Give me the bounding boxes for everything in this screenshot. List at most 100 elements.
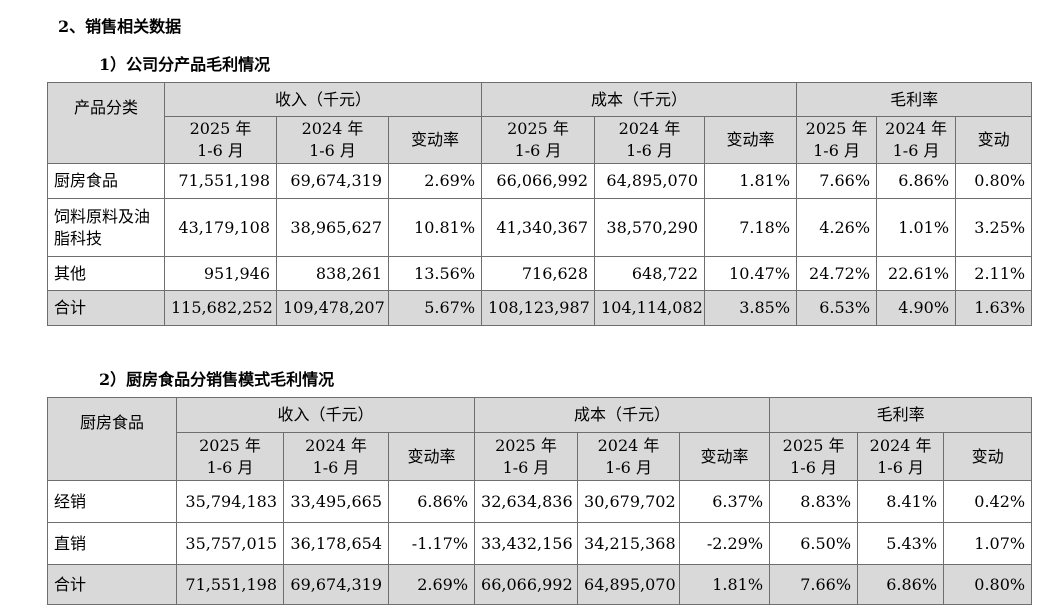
cell: 71,551,198 — [176, 564, 284, 605]
cell: 2.11% — [955, 256, 1033, 291]
row-label: 饲料原料及油脂科技 — [47, 198, 165, 257]
header-gm-change: 变动 — [955, 116, 1033, 164]
cell: 6.50% — [769, 522, 859, 565]
cell: 838,261 — [276, 256, 389, 291]
table-row: 经销 35,794,183 33,495,665 6.86% 32,634,83… — [47, 480, 1033, 523]
sales-mode-margin-table: 厨房食品 收入（千元） 成本（千元） 毛利率 2025 年 1-6 月 2024 … — [47, 397, 1033, 605]
row-label: 合计 — [47, 564, 177, 605]
header-category: 产品分类 — [47, 82, 165, 164]
cell: 6.53% — [796, 290, 878, 326]
header-gm-2025: 2025 年 1-6 月 — [796, 116, 878, 164]
header-gm-change: 变动 — [943, 432, 1033, 481]
cell: 6.86% — [387, 480, 476, 523]
cell: 7.66% — [769, 564, 859, 605]
cell: 69,674,319 — [276, 163, 389, 199]
table-row: 其他 951,946 838,261 13.56% 716,628 648,72… — [47, 256, 1033, 291]
cell: 64,895,070 — [577, 564, 681, 605]
cell: 10.81% — [387, 198, 483, 257]
cell: 108,123,987 — [481, 290, 596, 326]
cell: 648,722 — [594, 256, 706, 291]
cell: 35,757,015 — [176, 522, 284, 565]
cell: 41,340,367 — [481, 198, 596, 257]
header-rev-2024: 2024 年 1-6 月 — [283, 432, 389, 481]
cell: 4.90% — [876, 290, 957, 326]
cell: 0.80% — [955, 163, 1033, 199]
header-cost-change: 变动率 — [679, 432, 771, 481]
cell: 951,946 — [164, 256, 277, 291]
table2-caption: 2）厨房食品分销售模式毛利情况 — [99, 370, 335, 389]
cell: 36,178,654 — [283, 522, 389, 565]
header-revenue: 收入（千元） — [175, 397, 476, 433]
header-cost: 成本（千元） — [474, 397, 771, 433]
cell: 66,066,992 — [481, 163, 596, 199]
cell: 1.07% — [943, 522, 1033, 565]
row-label: 合计 — [47, 290, 165, 326]
cell: 32,634,836 — [474, 480, 579, 523]
total-row: 合计 115,682,252 109,478,207 5.67% 108,123… — [47, 290, 1033, 326]
header-category: 厨房食品 — [47, 397, 177, 481]
cell: -1.17% — [387, 522, 476, 565]
cell: 104,114,082 — [594, 290, 706, 326]
header-gross-margin: 毛利率 — [769, 397, 1033, 433]
row-label: 厨房食品 — [47, 163, 165, 199]
cell: 6.86% — [876, 163, 957, 199]
cell: 716,628 — [481, 256, 596, 291]
cell: 115,682,252 — [164, 290, 277, 326]
row-label: 经销 — [47, 480, 177, 523]
cell: 1.63% — [955, 290, 1033, 326]
cell: 0.80% — [943, 564, 1033, 605]
cell: 6.37% — [679, 480, 771, 523]
cell: 0.42% — [943, 480, 1033, 523]
table1-caption: 1）公司分产品毛利情况 — [99, 55, 271, 74]
cell: 1.81% — [704, 163, 798, 199]
cell: -2.29% — [679, 522, 771, 565]
cell: 24.72% — [796, 256, 878, 291]
cell: 30,679,702 — [577, 480, 681, 523]
cell: 7.66% — [796, 163, 878, 199]
header-rev-change: 变动率 — [387, 432, 476, 481]
header-cost: 成本（千元） — [481, 82, 798, 117]
header-gm-2024: 2024 年 1-6 月 — [857, 432, 945, 481]
cell: 7.18% — [704, 198, 798, 257]
cell: 38,965,627 — [276, 198, 389, 257]
cell: 33,432,156 — [474, 522, 579, 565]
cell: 8.83% — [769, 480, 859, 523]
product-margin-table: 产品分类 收入（千元） 成本（千元） 毛利率 2025 年 1-6 月 2024 … — [47, 82, 1033, 326]
cell: 64,895,070 — [594, 163, 706, 199]
header-rev-change: 变动率 — [387, 116, 483, 164]
cell: 66,066,992 — [474, 564, 579, 605]
cell: 2.69% — [387, 564, 476, 605]
total-row: 合计 71,551,198 69,674,319 2.69% 66,066,99… — [47, 564, 1033, 605]
cell: 43,179,108 — [164, 198, 277, 257]
header-cost-change: 变动率 — [704, 116, 798, 164]
header-gross-margin: 毛利率 — [796, 82, 1033, 117]
cell: 13.56% — [387, 256, 483, 291]
cell: 38,570,290 — [594, 198, 706, 257]
header-cost-2024: 2024 年 1-6 月 — [577, 432, 681, 481]
header-cost-2025: 2025 年 1-6 月 — [481, 116, 596, 164]
cell: 3.25% — [955, 198, 1033, 257]
cell: 5.43% — [857, 522, 945, 565]
header-rev-2024: 2024 年 1-6 月 — [276, 116, 389, 164]
cell: 4.26% — [796, 198, 878, 257]
cell: 1.01% — [876, 198, 957, 257]
cell: 6.86% — [857, 564, 945, 605]
cell: 1.81% — [679, 564, 771, 605]
table-row: 直销 35,757,015 36,178,654 -1.17% 33,432,1… — [47, 522, 1033, 565]
table-row: 厨房食品 71,551,198 69,674,319 2.69% 66,066,… — [47, 163, 1033, 199]
cell: 35,794,183 — [176, 480, 284, 523]
header-rev-2025: 2025 年 1-6 月 — [164, 116, 277, 164]
cell: 10.47% — [704, 256, 798, 291]
header-gm-2024: 2024 年 1-6 月 — [876, 116, 957, 164]
cell: 109,478,207 — [276, 290, 389, 326]
cell: 71,551,198 — [164, 163, 277, 199]
cell: 2.69% — [387, 163, 483, 199]
row-label: 直销 — [47, 522, 177, 565]
row-label: 其他 — [47, 256, 165, 291]
table-row: 饲料原料及油脂科技 43,179,108 38,965,627 10.81% 4… — [47, 198, 1033, 257]
cell: 8.41% — [857, 480, 945, 523]
header-cost-2024: 2024 年 1-6 月 — [594, 116, 706, 164]
cell: 22.61% — [876, 256, 957, 291]
cell: 34,215,368 — [577, 522, 681, 565]
section-heading: 2、销售相关数据 — [58, 17, 182, 36]
